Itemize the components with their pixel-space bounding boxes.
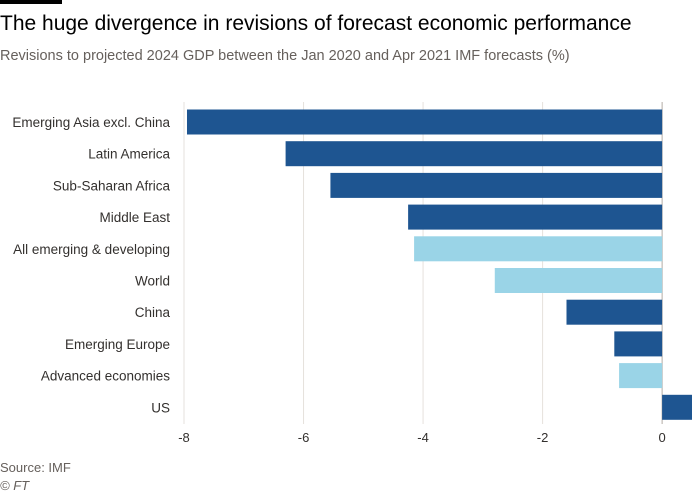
category-label: Latin America [88, 147, 170, 162]
category-label: Emerging Europe [65, 337, 170, 352]
category-label: US [151, 400, 170, 415]
bar [414, 236, 663, 262]
bar [186, 109, 663, 135]
bar [662, 394, 692, 420]
x-tick-label: 0 [659, 430, 666, 445]
x-tick-label: -2 [537, 430, 549, 445]
category-label: All emerging & developing [13, 242, 170, 257]
x-tick-label: -8 [178, 430, 190, 445]
category-label: Emerging Asia excl. China [12, 115, 170, 130]
bar [285, 141, 663, 167]
x-tick-label: -6 [298, 430, 310, 445]
bar [330, 172, 663, 198]
x-tick-label: -4 [417, 430, 429, 445]
copyright-note: © FT [0, 478, 30, 493]
chart-subtitle: Revisions to projected 2024 GDP between … [0, 48, 570, 64]
category-label: Advanced economies [41, 369, 170, 384]
bar [614, 331, 663, 357]
category-label: World [135, 274, 170, 289]
top-rule [0, 0, 62, 4]
bar [619, 363, 663, 389]
bar [566, 299, 663, 325]
chart-title: The huge divergence in revisions of fore… [0, 12, 632, 35]
category-label: Middle East [99, 210, 170, 225]
category-label: Sub-Saharan Africa [53, 178, 171, 193]
bar [494, 268, 663, 293]
source-note: Source: IMF [0, 460, 71, 475]
bar [408, 204, 663, 230]
category-label: China [135, 305, 171, 320]
